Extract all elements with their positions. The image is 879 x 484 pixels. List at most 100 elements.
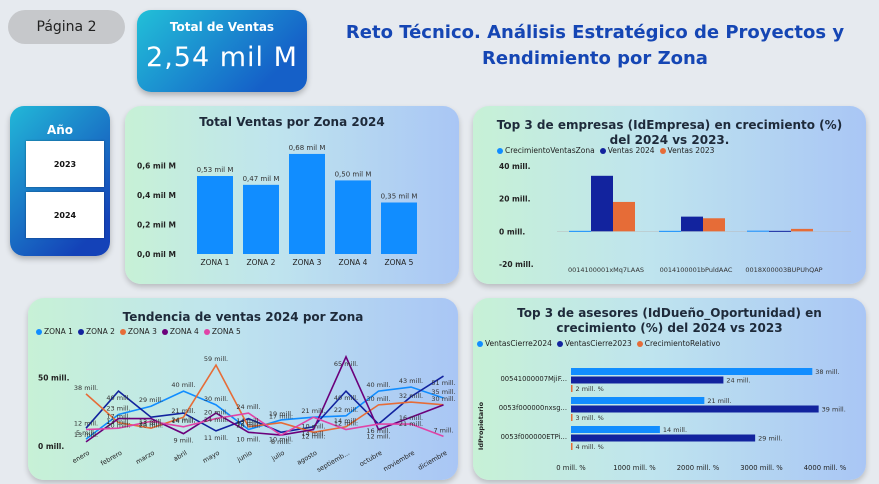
data-label: 39 mill.: [822, 406, 846, 414]
x-tick-label: 2000 mill. %: [677, 464, 720, 472]
page-title-line1: Reto Técnico. Análisis Estratégico de Pr…: [345, 22, 845, 43]
y-tick-label: 40 mill.: [499, 162, 531, 171]
legend-item: VentasCierre2024: [477, 339, 552, 348]
data-label: 8 mill.: [271, 438, 291, 446]
kpi-value: 2,54 mil M: [146, 42, 298, 73]
top-advisors-chart: IdPropietario 00541000007MjiF... 38 mill. 2…: [477, 368, 847, 472]
x-tick-label: enero: [71, 449, 91, 465]
x-tick-label: ZONA 1: [201, 258, 230, 267]
data-label: 40 mill.: [366, 381, 390, 389]
page-title-line2: Rendimiento por Zona: [482, 48, 708, 69]
data-label: 11 mill.: [204, 434, 228, 442]
legend-label: Ventas 2023: [667, 146, 715, 155]
bar: [571, 385, 573, 392]
y-tick-label: 0,4 mil M: [137, 191, 176, 200]
legend-label: Ventas 2024: [607, 146, 655, 155]
legend-label: ZONA 5: [211, 327, 241, 336]
sales-by-zone-title: Total Ventas por Zona 2024: [199, 115, 385, 129]
kpi-label: Total de Ventas: [169, 20, 275, 34]
legend-item: VentasCierre2023: [556, 339, 632, 348]
data-label: 21 mill.: [301, 407, 325, 415]
sales-trend-panel: Tendencia de ventas 2024 por Zona ZONA 1…: [28, 298, 458, 480]
y-axis-label: IdPropietario: [477, 401, 485, 450]
x-tick-label: mayo: [201, 449, 221, 465]
y-tick-label: -20 mill.: [499, 260, 534, 269]
x-tick-label: julio: [269, 449, 286, 463]
top-companies-title: Top 3 de empresas (IdEmpresa) en crecimi…: [496, 118, 843, 147]
x-tick-label: noviembre: [382, 449, 416, 473]
y-tick-label: 00541000007MjiF...: [500, 375, 567, 383]
data-label: 10 mill.: [236, 435, 260, 443]
top-advisors-panel: Top 3 de asesores (IdDueño_Oportunidad) …: [473, 298, 866, 480]
year-slicer-label: Año: [46, 123, 74, 137]
x-tick-label: ZONA 5: [385, 258, 414, 267]
legend-label: ZONA 1: [44, 327, 73, 336]
legend-label: CrecimientoVentasZona: [505, 146, 595, 155]
x-tick-label: septiemb...: [315, 449, 351, 474]
data-label: 4 mill. %: [576, 443, 604, 451]
legend-item: Ventas 2023: [659, 146, 715, 155]
data-label: 24 mill.: [204, 416, 228, 424]
legend-item: ZONA 3: [119, 327, 157, 336]
data-label: 14 mill.: [301, 430, 325, 438]
bar: [289, 153, 325, 254]
sales-trend-title: Tendencia de ventas 2024 por Zona: [122, 310, 364, 324]
data-label: 29 mill.: [139, 396, 163, 404]
data-label: 59 mill.: [204, 355, 228, 363]
bar: [659, 230, 681, 232]
data-label: 12 mill.: [366, 433, 390, 441]
sales-by-zone-panel: Total Ventas por Zona 2024 0,6 mil M 0,4 …: [125, 106, 459, 284]
bar: [747, 230, 769, 232]
data-label: 14 mill.: [236, 417, 260, 425]
data-label: 40 mill.: [334, 394, 358, 402]
x-tick-label: junio: [235, 449, 254, 464]
data-label: 14 mill.: [171, 417, 195, 425]
bar: [197, 176, 233, 254]
x-tick-label: 0 mill. %: [556, 464, 586, 472]
data-label: 30 mill.: [366, 395, 390, 403]
legend-item: ZONA 2: [77, 327, 115, 336]
data-label: 0,50 mil M: [335, 170, 372, 178]
bar: [769, 230, 791, 232]
year-option-2023[interactable]: 2023: [26, 141, 104, 187]
legend-label: VentasCierre2024: [485, 339, 552, 348]
y-tick-label: 0,6 mil M: [137, 162, 176, 171]
y-tick-label: 0 mill.: [499, 227, 525, 236]
data-label: 23 mill.: [106, 404, 130, 412]
bar: [571, 368, 813, 375]
y-tick-label: 0,0 mil M: [137, 250, 176, 259]
x-tick-label: marzo: [134, 449, 156, 466]
x-tick-label: ZONA 4: [339, 258, 368, 267]
bar: [791, 228, 813, 232]
legend-item: ZONA 5: [203, 327, 241, 336]
data-label: 13 mill.: [139, 418, 163, 426]
data-label: 40 mill.: [171, 381, 195, 389]
x-tick-label: 0014100001bPuldAAC: [660, 266, 733, 274]
legend-label: VentasCierre2023: [564, 339, 632, 348]
data-label: 40 mill.: [106, 394, 130, 402]
year-option-2024[interactable]: 2024: [26, 192, 104, 238]
sales-by-zone-chart: 0,6 mil M 0,4 mil M 0,2 mil M 0,0 mil M 0,53…: [137, 144, 417, 267]
legend-label: ZONA 4: [169, 327, 199, 336]
x-tick-label: abril: [172, 449, 189, 463]
y-tick-label: 0 mill.: [38, 442, 64, 451]
legend-item: CrecimientoVentasZona: [497, 146, 595, 155]
top-companies-chart: 40 mill. 20 mill. 0 mill. -20 mill. 00141000…: [499, 162, 851, 274]
data-label: 13 mill.: [106, 418, 130, 426]
data-label: 10 mill.: [269, 435, 293, 443]
legend-label: CrecimientoRelativo: [644, 339, 721, 348]
x-tick-label: ZONA 2: [247, 258, 276, 267]
data-label: 2 mill. %: [576, 385, 604, 393]
y-tick-label: 0053f000000ETPi...: [501, 433, 567, 441]
data-label: 5 mill.: [76, 429, 96, 437]
page-title: Reto Técnico. Análisis Estratégico de Pr…: [330, 20, 860, 72]
bar: [613, 201, 635, 232]
data-label: 38 mill.: [74, 384, 98, 392]
data-label: 29 mill.: [758, 435, 782, 443]
data-label: 20 mill.: [139, 422, 163, 430]
data-label: 32 mill.: [399, 392, 423, 400]
bar: [703, 218, 725, 232]
legend-item: CrecimientoRelativo: [636, 339, 721, 348]
page-tab[interactable]: Página 2: [8, 10, 125, 44]
data-label: 14 mill.: [663, 426, 687, 434]
